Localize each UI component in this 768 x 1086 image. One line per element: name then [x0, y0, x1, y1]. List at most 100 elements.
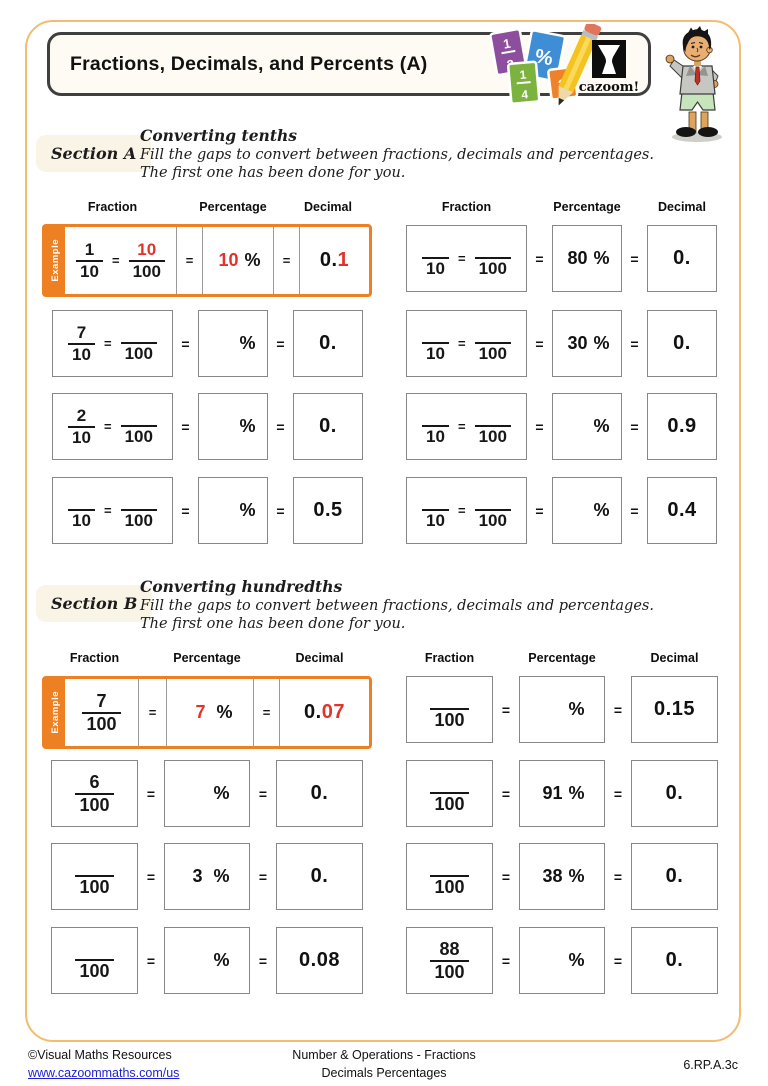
- conversion-row: 2 10 = 100 = % = 0.: [52, 393, 363, 460]
- percentage-box: %: [164, 760, 250, 827]
- fraction-box: 10 = 100: [52, 477, 173, 544]
- section-a-badge: Section A: [36, 135, 152, 172]
- equals-sign: =: [258, 952, 268, 969]
- fraction-box: 100: [51, 927, 138, 994]
- equals-sign: =: [258, 785, 268, 802]
- fraction-box: 100: [51, 843, 138, 910]
- percentage-box: 38%: [519, 843, 605, 910]
- percentage-cell: 10%: [218, 250, 261, 270]
- conversion-row: 100 = % = 0.15: [406, 676, 718, 743]
- svg-text:1: 1: [519, 67, 527, 82]
- decimal-box: 0.: [647, 310, 717, 377]
- website-link[interactable]: www.cazoommaths.com/us: [28, 1065, 180, 1080]
- decimal-box: 0.: [293, 310, 363, 377]
- section-b-badge: Section B: [36, 585, 153, 622]
- fraction-box: 7 10 = 100: [52, 310, 173, 377]
- fraction-header: Fraction: [69, 651, 120, 665]
- fraction-box: 2 10 = 100: [52, 393, 173, 460]
- equals-sign: =: [535, 502, 544, 519]
- equals-sign: =: [613, 701, 623, 718]
- svg-text:1: 1: [502, 36, 512, 52]
- standard-code: 6.RP.A.3c: [683, 1058, 738, 1072]
- decimal-box: 0.: [276, 760, 363, 827]
- equals-sign: =: [146, 785, 156, 802]
- conversion-row: 88 100 = % = 0.: [406, 927, 718, 994]
- section-a-instruction-line2: The first one has been done for you.: [140, 164, 406, 181]
- equals-sign: =: [501, 701, 511, 718]
- decimal-box: 0.: [631, 927, 718, 994]
- equals-sign: =: [535, 418, 544, 435]
- fraction-cell: 1 10 = 10 100: [65, 227, 176, 294]
- topic-line1: Number & Operations - Fractions: [292, 1048, 476, 1062]
- fraction-header: Fraction: [441, 200, 492, 214]
- topic-line2: Decimals Percentages: [321, 1065, 447, 1080]
- decimal-box: 0.5: [293, 477, 363, 544]
- decimal-box: 0.15: [631, 676, 718, 743]
- conversion-row: 6 100 = % = 0.: [51, 760, 363, 827]
- percentage-box: %: [198, 477, 268, 544]
- equals-sign: =: [630, 502, 639, 519]
- decimal-header: Decimal: [304, 200, 352, 214]
- svg-text:%: %: [533, 45, 555, 70]
- conversion-row: 10 = 100 = % = 0.5: [52, 477, 363, 544]
- section-a-heading: Converting tenths: [140, 126, 297, 145]
- percentage-header: Percentage: [173, 651, 241, 665]
- page-title: Fractions, Decimals, and Percents (A): [70, 52, 428, 75]
- equals-sign: =: [613, 952, 623, 969]
- column-headers: Fraction Percentage Decimal: [406, 651, 718, 665]
- decimal-box: 0.: [631, 843, 718, 910]
- example-tag: Example: [45, 679, 65, 746]
- equals-sign: =: [276, 418, 285, 435]
- student-boy-icon: [665, 26, 722, 142]
- fraction-header: Fraction: [87, 200, 138, 214]
- percentage-box: %: [198, 310, 268, 377]
- percentage-box: 91%: [519, 760, 605, 827]
- pencil-icon: [558, 24, 602, 106]
- conversion-row: 100 = 38% = 0.: [406, 843, 718, 910]
- decimal-cell: 0. 1: [319, 249, 350, 271]
- equals-sign: =: [181, 502, 190, 519]
- decimal-box: 0.: [293, 393, 363, 460]
- equals-sign: =: [138, 679, 167, 746]
- section-b-instruction-line2: The first one has been done for you.: [140, 615, 406, 632]
- percentage-box: 30%: [552, 310, 622, 377]
- percentage-cell: 7%: [195, 702, 233, 722]
- equals-sign: =: [146, 952, 156, 969]
- equals-sign: =: [273, 227, 300, 294]
- equals-sign: =: [276, 335, 285, 352]
- equals-sign: =: [258, 868, 268, 885]
- equals-sign: =: [111, 253, 120, 268]
- decimal-box: 0.9: [647, 393, 717, 460]
- example-row: Example 1 10 = 10 100 = 10% = 0. 1: [42, 224, 372, 297]
- column-headers: Fraction Percentage Decimal: [406, 200, 717, 214]
- decimal-box: 0.: [647, 225, 717, 292]
- page-border: [25, 20, 741, 1042]
- cazoom-logo-icon: cazoom!: [579, 40, 639, 95]
- copyright-text: ©Visual Maths Resources: [28, 1048, 172, 1062]
- fraction-box: 10 = 100: [406, 225, 527, 292]
- fraction-box: 100: [406, 676, 493, 743]
- example-tag: Example: [45, 227, 65, 294]
- decimal-box: 0.08: [276, 927, 363, 994]
- percentage-box: %: [164, 927, 250, 994]
- equals-sign: =: [630, 250, 639, 267]
- percentage-header: Percentage: [199, 200, 267, 214]
- conversion-row: 100 = 91% = 0.: [406, 760, 718, 827]
- section-b-instructions: Converting hundredths Fill the gaps to c…: [140, 577, 654, 634]
- equals-sign: =: [276, 502, 285, 519]
- percentage-header: Percentage: [553, 200, 621, 214]
- fraction-box: 88 100: [406, 927, 493, 994]
- fraction-box: 10 = 100: [406, 393, 527, 460]
- percentage-box: %: [198, 393, 268, 460]
- percentage-header: Percentage: [528, 651, 596, 665]
- decimal-header: Decimal: [295, 651, 344, 665]
- equals-sign: =: [181, 335, 190, 352]
- example-row: Example 7 100 = 7% = 0. 07: [42, 676, 372, 749]
- fraction-box: 6 100: [51, 760, 138, 827]
- equals-sign: =: [535, 335, 544, 352]
- equals-sign: =: [613, 868, 623, 885]
- brand-logo-cluster: 1 2 % 1 4 ? cazoom!: [489, 24, 639, 106]
- fraction-box: 100: [406, 843, 493, 910]
- decimal-box: 0.: [276, 843, 363, 910]
- conversion-row: 10 = 100 = 80% = 0.: [406, 225, 717, 292]
